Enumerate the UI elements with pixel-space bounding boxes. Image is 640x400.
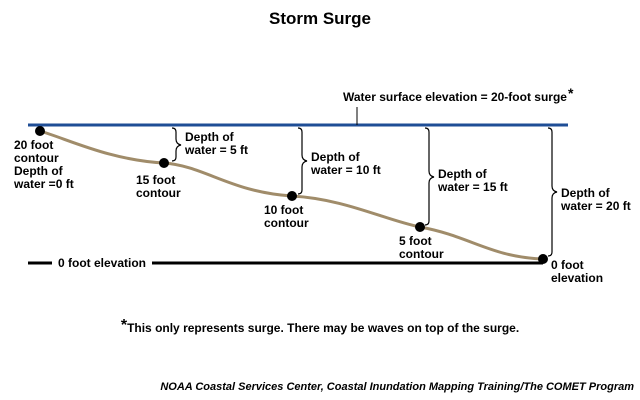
footnote-text: This only represents surge. There may be… [127, 321, 520, 335]
contour-point-5ft [415, 222, 425, 232]
contour-label-15ft: 15 foot contour [136, 173, 181, 200]
contour-point-10ft [287, 191, 297, 201]
contour-label-0ft: 0 foot elevation [551, 258, 604, 285]
contour-point-15ft [159, 158, 169, 168]
depth-brace-10ft [297, 127, 308, 195]
contour-point-20ft [35, 126, 45, 136]
water-surface-text: Water surface elevation = 20-foot surge [343, 90, 567, 104]
water-surface-asterisk: * [567, 85, 574, 101]
footnote-asterisk: * [120, 317, 128, 334]
contour-label-20ft: 20 foot contour Depth of water =0 ft [14, 138, 74, 191]
depth-label-20ft: Depth of water = 20 ft [561, 186, 631, 213]
depth-brace-20ft [547, 127, 558, 257]
contour-label-5ft: 5 foot contour [399, 234, 444, 261]
depth-label-15ft: Depth of water = 15 ft [438, 167, 508, 194]
zero-elevation-label: 0 foot elevation [58, 256, 147, 270]
contour-label-10ft: 10 foot contour [264, 203, 309, 230]
diagram-title: Storm Surge [268, 9, 372, 28]
depth-brace-15ft [424, 127, 435, 226]
water-surface-label: Water surface elevation = 20-foot surge* [343, 86, 573, 104]
depth-label-10ft: Depth of water = 10 ft [311, 150, 381, 177]
contour-point-0ft [538, 254, 548, 264]
depth-brace-5ft [171, 127, 182, 162]
depth-label-5ft: Depth of water = 5 ft [185, 130, 249, 157]
credit-line: NOAA Coastal Services Center, Coastal In… [160, 381, 634, 393]
footnote: *This only represents surge. There may b… [0, 314, 640, 335]
